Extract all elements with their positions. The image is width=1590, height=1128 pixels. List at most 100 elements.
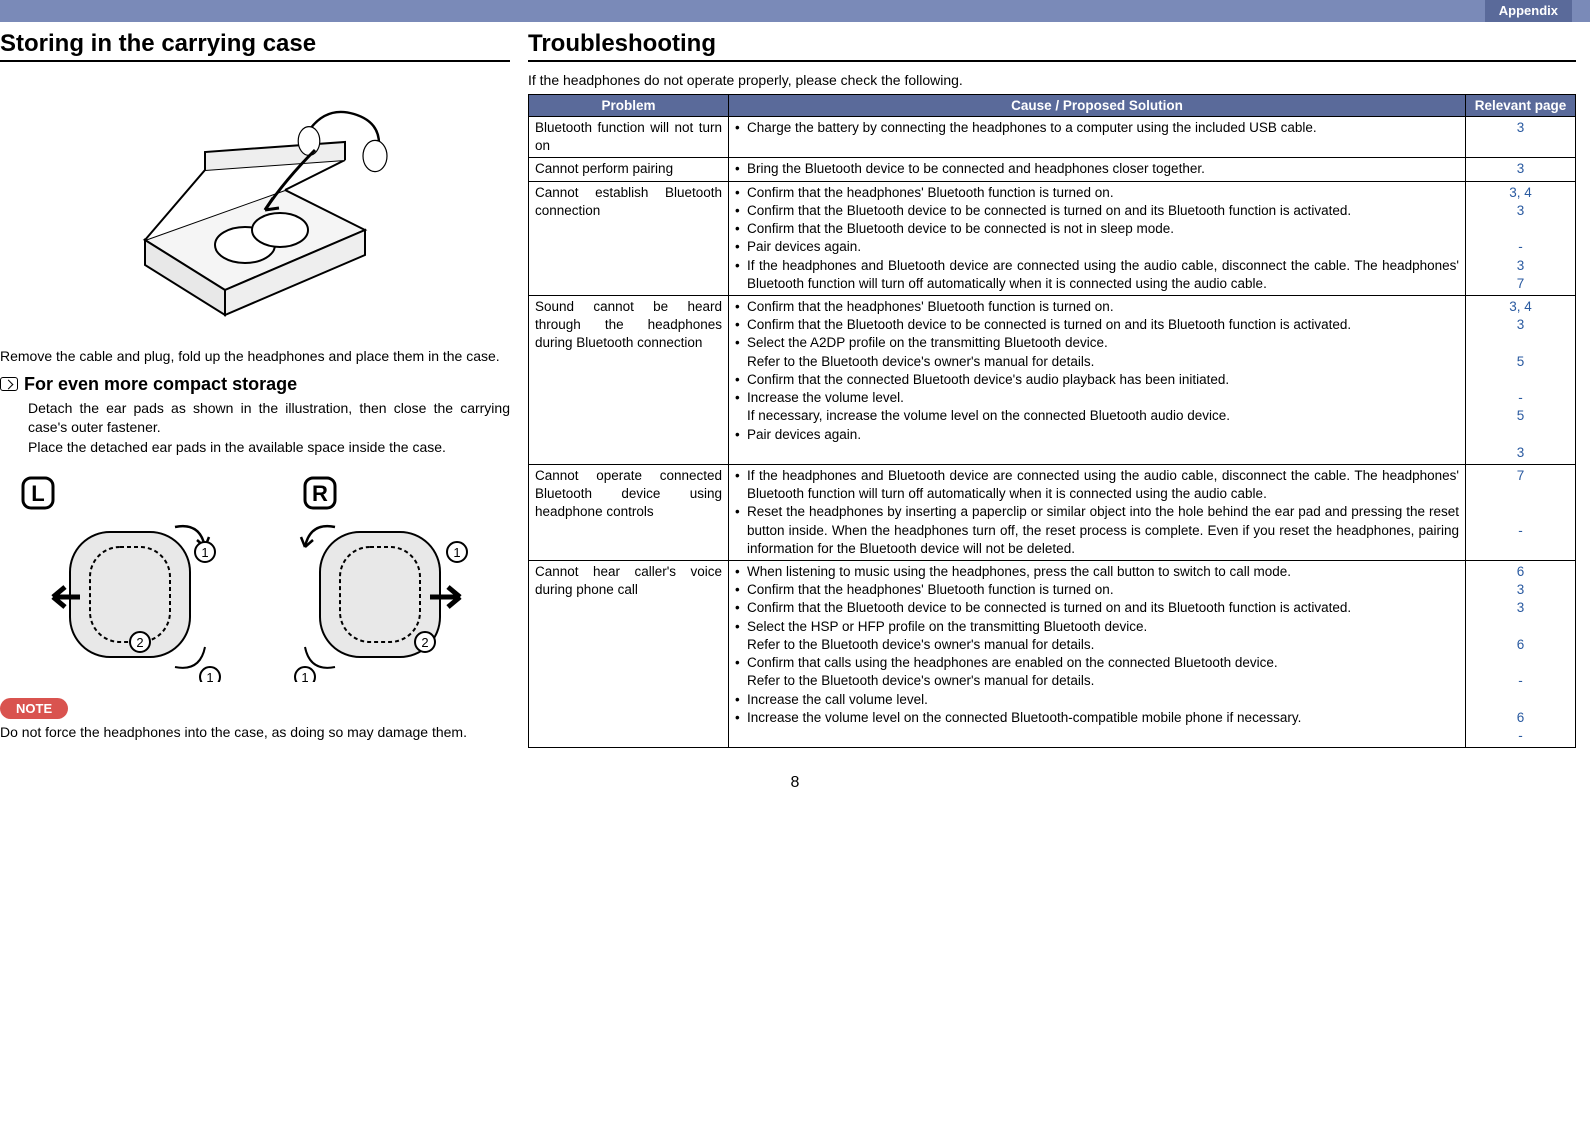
solution-item: Pair devices again. [735,238,1459,256]
solution-subline: Refer to the Bluetooth device's owner's … [735,353,1459,371]
right-title: Troubleshooting [528,30,1576,62]
solution-item: Increase the call volume level. [735,691,1459,709]
page-content: Storing in the carrying case [0,22,1590,750]
table-row: Cannot perform pairing Bring the Bluetoot… [529,158,1576,181]
solution-item: Confirm that the headphones' Bluetooth f… [735,298,1459,316]
solution-item: Confirm that the Bluetooth device to be … [735,220,1459,238]
page-ref-cell: 633 6 - 6- [1466,561,1576,748]
svg-text:1: 1 [201,545,208,560]
svg-text:1: 1 [301,670,308,682]
page-ref-cell: 3, 43 -37 [1466,181,1576,295]
problem-cell: Bluetooth function will not turn on [529,117,729,158]
solution-item: Charge the battery by connecting the hea… [735,119,1459,137]
problem-cell: Cannot operate connected Bluetooth devic… [529,464,729,560]
place-text: Place the detached ear pads in the avail… [28,438,510,458]
table-row: Sound cannot be heard through the headph… [529,295,1576,464]
detach-text: Detach the ear pads as shown in the illu… [28,399,510,438]
page-ref: 7 [1472,467,1569,485]
page-ref [1472,371,1569,389]
carrying-case-illustration [0,72,510,347]
header-bar: Appendix [0,0,1590,22]
solution-subline: Refer to the Bluetooth device's owner's … [735,672,1459,690]
th-problem: Problem [529,95,729,117]
appendix-tab: Appendix [1485,0,1572,22]
page-ref: 6 [1472,636,1569,654]
page-number: 8 [0,774,1590,804]
page-ref-cell: 3 [1466,158,1576,181]
page-ref [1472,654,1569,672]
solution-cell: Bring the Bluetooth device to be connect… [729,158,1466,181]
svg-text:2: 2 [421,635,428,650]
page-ref [1472,503,1569,521]
svg-text:1: 1 [453,545,460,560]
solution-item: Increase the volume level. [735,389,1459,407]
solution-item: Confirm that the connected Bluetooth dev… [735,371,1459,389]
note-body: Do not force the headphones into the cas… [0,723,510,742]
solution-item: Select the HSP or HFP profile on the tra… [735,618,1459,636]
page-ref: 7 [1472,275,1569,293]
page-ref: 6 [1472,709,1569,727]
solution-subline: If necessary, increase the volume level … [735,407,1459,425]
remove-cable-text: Remove the cable and plug, fold up the h… [0,347,510,366]
solution-item: Confirm that the headphones' Bluetooth f… [735,581,1459,599]
page-ref: 3 [1472,257,1569,275]
table-row: Cannot establish Bluetooth connectionCon… [529,181,1576,295]
page-ref: - [1472,672,1569,690]
problem-cell: Sound cannot be heard through the headph… [529,295,729,464]
solution-item: If the headphones and Bluetooth device a… [735,467,1459,503]
problem-cell: Cannot establish Bluetooth connection [529,181,729,295]
page-ref: 3 [1472,202,1569,220]
page-ref-cell: 3 [1466,117,1576,158]
intro-text: If the headphones do not operate properl… [528,72,1576,88]
problem-cell: Cannot hear caller's voice during phone … [529,561,729,748]
th-cause: Cause / Proposed Solution [729,95,1466,117]
page-ref: 5 [1472,407,1569,425]
page-ref [1472,485,1569,503]
solution-cell: When listening to music using the headph… [729,561,1466,748]
solution-subline: Refer to the Bluetooth device's owner's … [735,636,1459,654]
page-ref: 3 [1472,316,1569,334]
page-ref [1472,220,1569,238]
solution-item: Confirm that the Bluetooth device to be … [735,316,1459,334]
page-ref: 3 [1472,581,1569,599]
solution-item: Confirm that the Bluetooth device to be … [735,599,1459,617]
left-column: Storing in the carrying case [0,30,510,750]
solution-item: When listening to music using the headph… [735,563,1459,581]
indent-block: Detach the ear pads as shown in the illu… [0,399,510,458]
solution-item: Confirm that calls using the headphones … [735,654,1459,672]
solution-item: Pair devices again. [735,426,1459,444]
compact-storage-heading: For even more compact storage [24,374,297,395]
note-section: NOTE Do not force the headphones into th… [0,692,510,742]
page-ref: - [1472,522,1569,540]
table-row: Cannot operate connected Bluetooth devic… [529,464,1576,560]
solution-cell: If the headphones and Bluetooth device a… [729,464,1466,560]
page-ref: 5 [1472,353,1569,371]
problem-cell: Cannot perform pairing [529,158,729,181]
page-ref [1472,691,1569,709]
page-ref: - [1472,389,1569,407]
page-ref: 3, 4 [1472,184,1569,202]
svg-text:L: L [31,481,44,506]
page-ref-cell: 7 - [1466,464,1576,560]
section-marker-icon [0,377,18,391]
solution-item: Select the A2DP profile on the transmitt… [735,334,1459,352]
earpad-illustration: L R 1 2 1 [0,472,510,682]
solution-cell: Confirm that the headphones' Bluetooth f… [729,181,1466,295]
page-ref [1472,334,1569,352]
table-row: Bluetooth function will not turn on Charg… [529,117,1576,158]
page-ref: 3 [1472,444,1569,462]
svg-text:R: R [312,481,328,506]
svg-text:1: 1 [206,670,213,682]
page-ref [1472,426,1569,444]
page-ref: 6 [1472,563,1569,581]
page-ref: 3 [1472,160,1569,178]
solution-cell: Confirm that the headphones' Bluetooth f… [729,295,1466,464]
solution-item: Confirm that the Bluetooth device to be … [735,202,1459,220]
solution-item: Bring the Bluetooth device to be connect… [735,160,1459,178]
page-ref-cell: 3, 43 5 -5 3 [1466,295,1576,464]
th-page: Relevant page [1466,95,1576,117]
subhead-row: For even more compact storage [0,374,510,395]
svg-text:2: 2 [136,635,143,650]
page-ref: 3 [1472,119,1569,137]
note-label: NOTE [0,698,68,719]
